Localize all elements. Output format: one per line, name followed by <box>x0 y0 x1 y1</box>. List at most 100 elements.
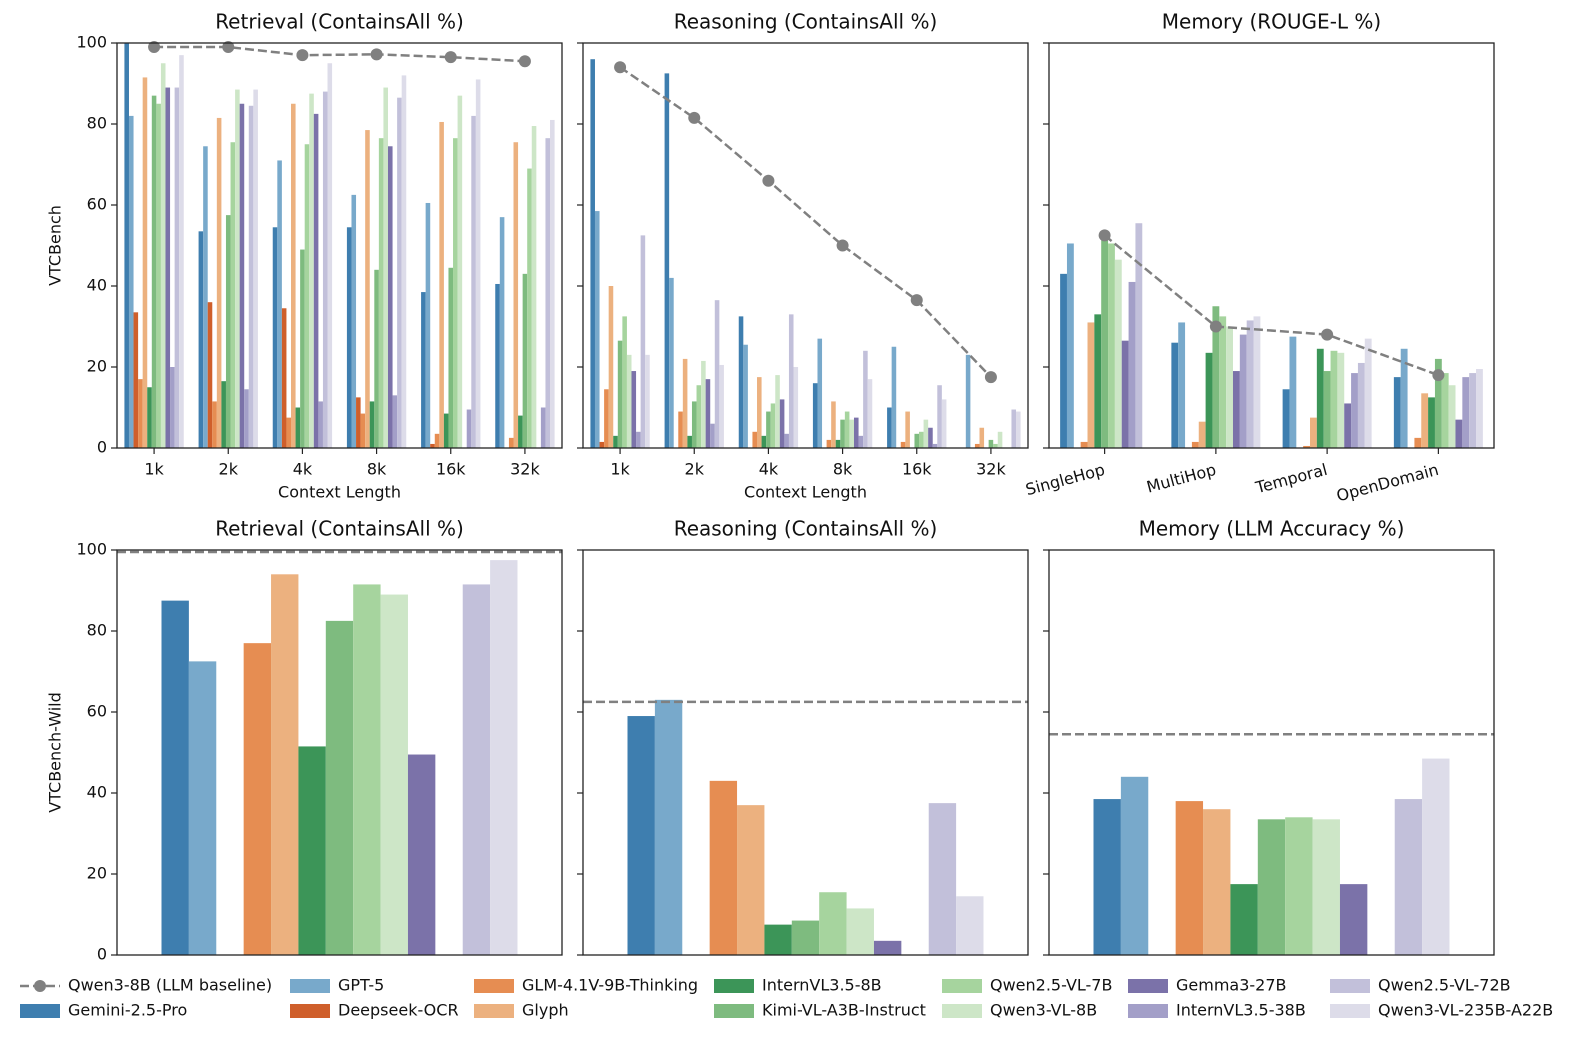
bar <box>775 375 780 448</box>
legend-swatch <box>1330 1004 1370 1018</box>
legend-label: GPT-5 <box>338 976 384 995</box>
bar <box>1128 281 1136 448</box>
bar <box>640 235 646 448</box>
x-tick-label: Temporal <box>1253 460 1330 498</box>
bar <box>1339 884 1368 955</box>
bar <box>696 385 702 448</box>
bar <box>1114 259 1122 448</box>
axes-frame <box>1048 42 1495 449</box>
bar <box>873 940 902 955</box>
chart-title: Memory (LLM Accuracy %) <box>1139 517 1405 541</box>
bar <box>928 803 957 955</box>
bar <box>138 379 143 448</box>
axes-frame <box>582 42 1029 449</box>
bar <box>550 119 555 448</box>
bar <box>737 805 765 955</box>
bar <box>272 227 278 448</box>
baseline-point <box>1098 229 1111 242</box>
legend-label: Kimi-VL-A3B-Instruct <box>762 1001 926 1020</box>
bar <box>687 435 692 448</box>
bar <box>919 431 924 448</box>
x-tick-label: 4k <box>293 460 313 479</box>
bar <box>387 146 393 448</box>
baseline-point <box>1432 369 1445 382</box>
bar <box>1289 336 1297 448</box>
legend-label: InternVL3.5-8B <box>762 976 882 995</box>
bar <box>1462 377 1470 448</box>
bar <box>1316 348 1324 448</box>
bar <box>1246 320 1254 448</box>
bar <box>207 302 213 448</box>
bar <box>766 411 771 448</box>
baseline-point <box>148 41 161 54</box>
bar <box>1357 362 1365 448</box>
baseline-point <box>688 111 701 124</box>
bar <box>1101 237 1109 448</box>
bar <box>160 63 166 448</box>
bar <box>170 367 175 448</box>
bar <box>1120 776 1149 955</box>
legend-swatch <box>290 979 330 993</box>
baseline-point <box>984 371 997 384</box>
chart-title: Memory (ROUGE-L %) <box>1162 10 1381 34</box>
bar <box>128 115 134 449</box>
bar <box>221 381 226 448</box>
bar <box>705 379 711 448</box>
bar <box>738 316 744 448</box>
bar <box>462 584 491 955</box>
bar <box>636 431 641 448</box>
bar <box>1226 326 1233 448</box>
baseline-point <box>518 55 531 68</box>
y-tick-label: 20 <box>87 864 107 883</box>
legend-label: Qwen2.5-VL-72B <box>1378 976 1511 995</box>
bar <box>1421 393 1429 448</box>
bar <box>932 443 938 448</box>
bar <box>425 202 431 448</box>
bar <box>761 435 767 448</box>
bar <box>475 79 481 448</box>
bar <box>392 395 398 448</box>
bar <box>979 427 985 448</box>
bar <box>1239 334 1247 448</box>
bar <box>840 419 845 448</box>
legend-label: Qwen2.5-VL-7B <box>990 976 1112 995</box>
bar <box>997 431 1003 448</box>
bar <box>540 407 546 448</box>
bar <box>518 415 523 448</box>
bar <box>631 371 637 448</box>
y-tick-label: 80 <box>87 621 107 640</box>
bar <box>522 273 528 448</box>
bar <box>313 113 319 448</box>
bar <box>151 95 157 449</box>
y-tick-label: 40 <box>87 783 107 802</box>
bar <box>1016 411 1021 448</box>
bar <box>365 130 370 448</box>
bar <box>161 600 189 955</box>
y-tick-label: 100 <box>76 540 107 559</box>
bar <box>1312 819 1340 955</box>
bar <box>298 746 326 955</box>
bar <box>1178 322 1186 448</box>
legend-swatch <box>20 1004 60 1018</box>
bar <box>1344 403 1352 448</box>
chart-title: Reasoning (ContainsAll %) <box>674 517 938 541</box>
bar <box>1303 445 1311 448</box>
bar <box>594 211 600 448</box>
bar <box>654 699 683 955</box>
bar <box>1108 243 1115 448</box>
bar <box>147 387 152 448</box>
y-tick-label: 60 <box>87 702 107 721</box>
axes-frame <box>116 42 563 449</box>
x-tick-label: 8k <box>833 460 853 479</box>
bar <box>1198 421 1206 448</box>
bar <box>1310 417 1317 448</box>
legend-marker <box>34 980 46 992</box>
bar <box>369 401 375 448</box>
bar <box>613 435 618 448</box>
bar <box>295 407 301 448</box>
bar <box>752 431 758 448</box>
bar <box>764 924 792 955</box>
bar <box>304 144 310 448</box>
legend-label: Gemma3-27B <box>1176 976 1287 995</box>
x-tick-label: 32k <box>510 460 540 479</box>
